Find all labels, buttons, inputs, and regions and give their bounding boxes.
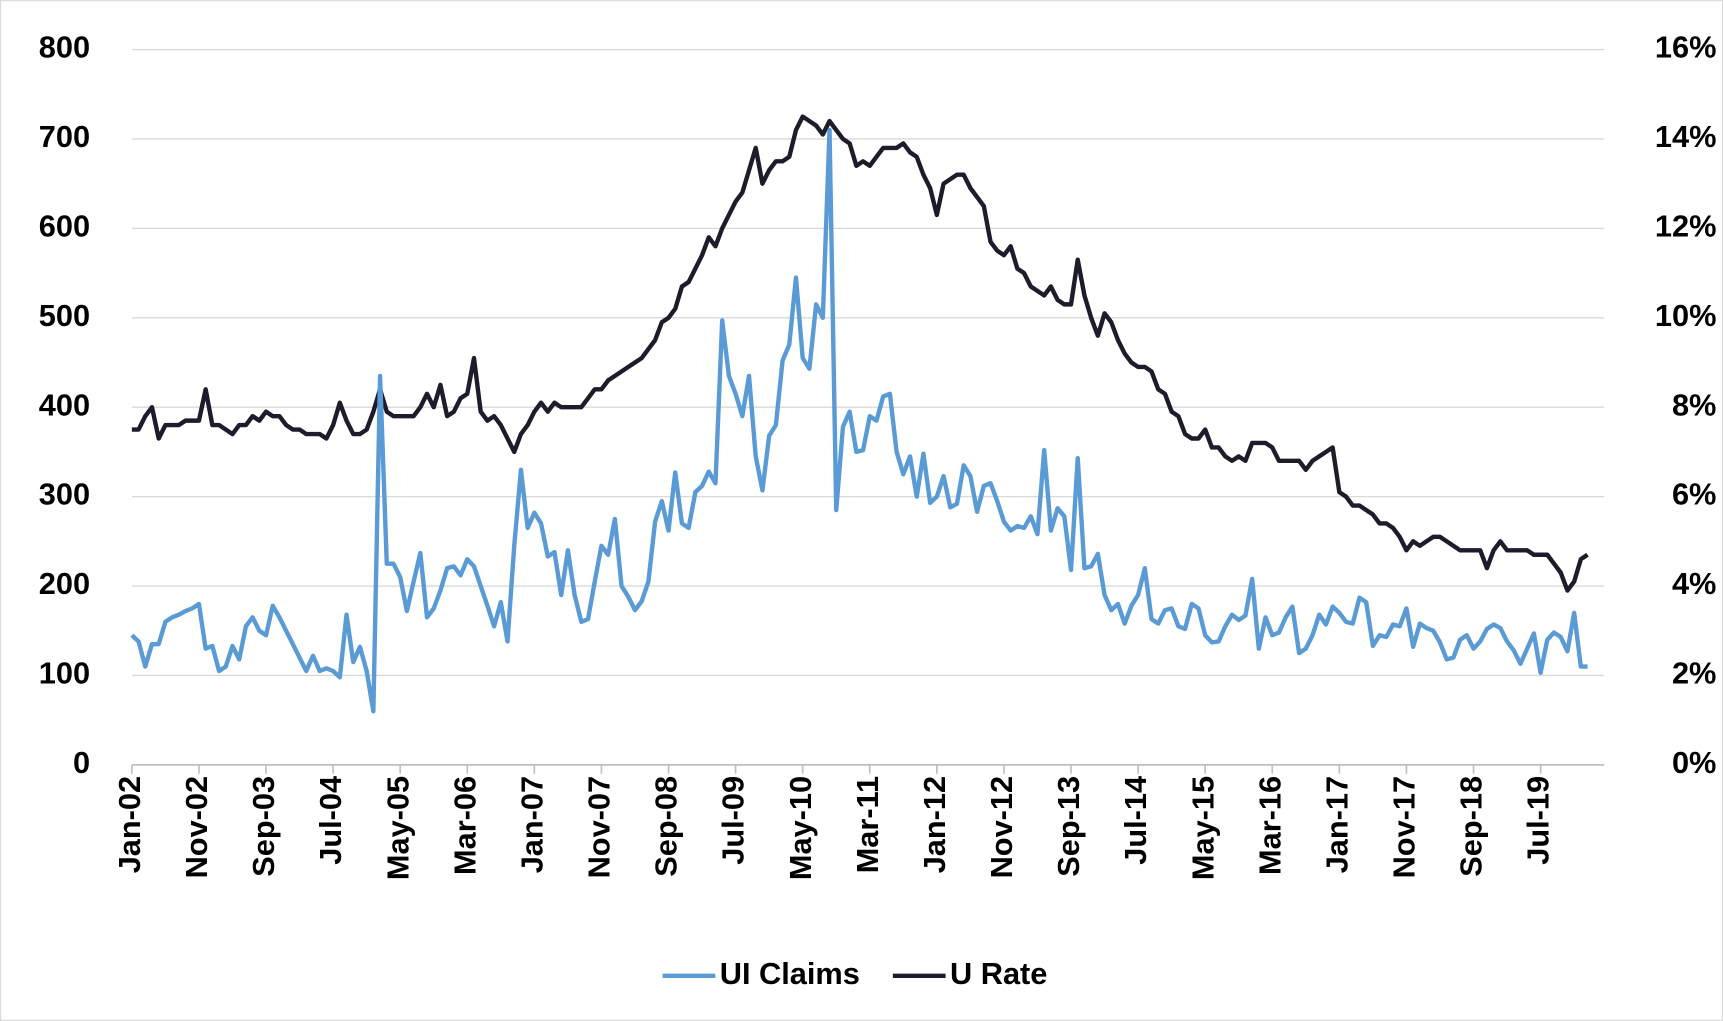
x-tick-label: Nov-02 bbox=[179, 776, 214, 879]
x-tick-label: Jul-04 bbox=[313, 776, 348, 865]
y2-tick-label: 2% bbox=[1672, 656, 1716, 691]
x-tick-label: Sep-03 bbox=[246, 776, 281, 877]
x-tick-label: Nov-07 bbox=[582, 776, 617, 879]
y-tick-label: 500 bbox=[39, 298, 90, 333]
legend-label: UI Claims bbox=[720, 956, 860, 991]
x-tick-label: Sep-18 bbox=[1454, 776, 1489, 877]
series-line bbox=[131, 114, 1589, 593]
y-tick-label: 200 bbox=[39, 566, 90, 601]
x-tick-label: Jul-14 bbox=[1118, 776, 1153, 865]
x-tick-label: Mar-16 bbox=[1252, 776, 1287, 875]
y2-tick-label: 12% bbox=[1655, 208, 1717, 243]
x-tick-label: Jul-09 bbox=[716, 776, 751, 865]
x-tick-label: May-15 bbox=[1185, 776, 1220, 880]
y-tick-label: 100 bbox=[39, 656, 90, 691]
y-tick-label: 0 bbox=[73, 745, 90, 780]
x-tick-label: May-05 bbox=[380, 776, 415, 880]
y2-tick-label: 14% bbox=[1655, 119, 1717, 154]
legend-label: U Rate bbox=[950, 956, 1047, 991]
x-tick-label: Nov-17 bbox=[1387, 776, 1422, 879]
y2-tick-label: 6% bbox=[1672, 477, 1716, 512]
x-tick-label: Jan-02 bbox=[112, 776, 147, 873]
series-line bbox=[130, 127, 1588, 714]
x-tick-label: Mar-06 bbox=[447, 776, 482, 875]
y2-tick-label: 16% bbox=[1655, 30, 1717, 65]
y-tick-label: 700 bbox=[39, 119, 90, 154]
y-tick-label: 800 bbox=[39, 30, 90, 65]
x-tick-label: Jan-07 bbox=[514, 776, 549, 873]
y2-tick-label: 4% bbox=[1672, 566, 1716, 601]
y2-tick-label: 8% bbox=[1672, 387, 1716, 422]
x-tick-label: Mar-11 bbox=[850, 776, 885, 873]
y2-tick-label: 0% bbox=[1672, 745, 1716, 780]
y-tick-label: 300 bbox=[39, 477, 90, 512]
x-tick-label: May-10 bbox=[783, 776, 818, 880]
x-tick-label: Sep-08 bbox=[649, 776, 684, 877]
x-tick-label: Jan-17 bbox=[1319, 776, 1354, 873]
x-tick-label: Jul-19 bbox=[1521, 776, 1556, 865]
y-tick-label: 600 bbox=[39, 208, 90, 243]
y2-tick-label: 10% bbox=[1655, 298, 1717, 333]
y-tick-label: 400 bbox=[39, 387, 90, 422]
x-tick-label: Sep-13 bbox=[1051, 776, 1086, 877]
x-tick-label: Nov-12 bbox=[984, 776, 1019, 879]
x-tick-label: Jan-12 bbox=[917, 776, 952, 873]
